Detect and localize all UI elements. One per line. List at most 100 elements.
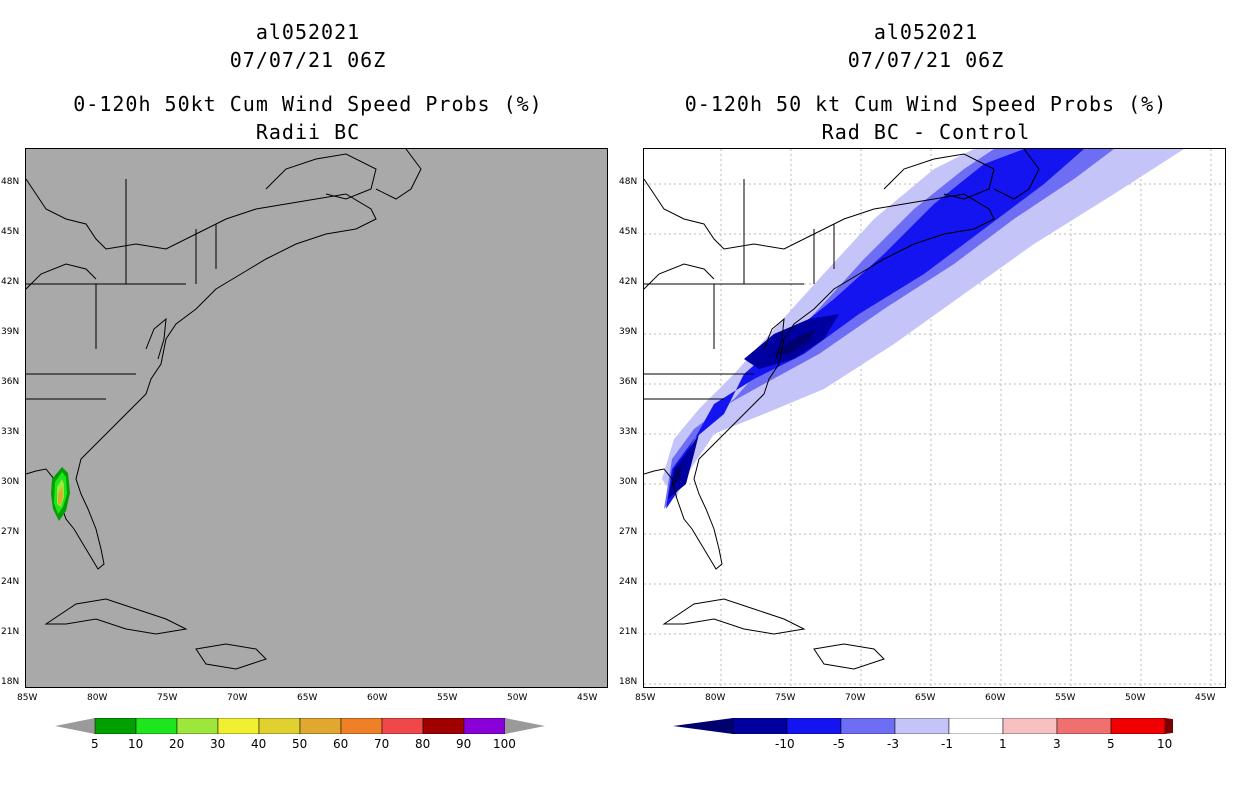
left-lon-label: 85W [17, 693, 38, 703]
right-colorbar-tick-label: -3 [887, 737, 899, 751]
right-lon-label: 55W [1055, 693, 1076, 703]
left-colorbar-tick-label: 50 [292, 737, 308, 751]
right-colorbar-tick-label: -10 [775, 737, 795, 751]
right-colorbar [673, 717, 1221, 735]
left-lon-label: 45W [577, 693, 598, 703]
left-lat-label: 45N [1, 227, 20, 237]
right-lat-label: 48N [619, 177, 638, 187]
right-lat-label: 18N [619, 677, 638, 687]
colorbar-swatch [840, 717, 896, 735]
left-lon-label: 65W [297, 693, 318, 703]
left-colorbar-tick-label: 80 [415, 737, 431, 751]
left-lat-label: 21N [1, 627, 20, 637]
left-lat-label: 42N [1, 277, 20, 287]
coastline-border [265, 153, 377, 200]
left-lat-label: 39N [1, 327, 20, 337]
right-lon-label: 80W [705, 693, 726, 703]
right-lon-label: 65W [915, 693, 936, 703]
left-lat-label: 36N [1, 377, 20, 387]
left-lon-label: 60W [367, 693, 388, 703]
colorbar-swatch [1110, 717, 1166, 735]
right-lat-label: 27N [619, 527, 638, 537]
coastline-border [195, 643, 267, 670]
right-storm-id: al052021 [873, 20, 979, 44]
left-map-drawing [26, 149, 422, 670]
left-probability-map [25, 148, 608, 688]
right-colorbar-tick-label: 5 [1107, 737, 1115, 751]
right-colorbar-tick-label: 1 [999, 737, 1007, 751]
left-colorbar-tick-label: 70 [374, 737, 390, 751]
coastline-border [26, 178, 377, 570]
coastline-border [26, 179, 217, 400]
right-lon-label: 70W [845, 693, 866, 703]
left-storm-id: al052021 [255, 20, 361, 44]
colorbar-swatch [258, 717, 301, 735]
coastline-border [644, 179, 835, 400]
right-lat-label: 24N [619, 577, 638, 587]
left-lon-label: 55W [437, 693, 458, 703]
right-colorbar-tick-label: -5 [833, 737, 845, 751]
left-lon-label: 50W [507, 693, 528, 703]
colorbar-swatch [463, 717, 506, 735]
left-probability-contour [51, 467, 70, 521]
coastline-border [883, 153, 995, 200]
left-colorbar [55, 717, 555, 735]
coastline-border [375, 149, 422, 200]
coastline-border [662, 598, 806, 635]
right-lat-label: 36N [619, 377, 638, 387]
right-lon-label: 75W [775, 693, 796, 703]
left-colorbar-tick-label: 10 [128, 737, 144, 751]
right-lon-label: 50W [1125, 693, 1146, 703]
coastline-border [44, 598, 188, 635]
right-lat-label: 33N [619, 427, 638, 437]
left-subtitle: Radii BC [255, 120, 361, 144]
colorbar-swatch [217, 717, 260, 735]
left-colorbar-tick-label: 90 [456, 737, 472, 751]
right-product-title: 0-120h 50 kt Cum Wind Speed Probs (%) [684, 92, 1168, 116]
left-product-title: 0-120h 50kt Cum Wind Speed Probs (%) [73, 92, 543, 116]
right-difference-contours [662, 149, 1184, 509]
colorbar-swatch [135, 717, 178, 735]
colorbar-end-triangle [1165, 718, 1221, 734]
right-lat-label: 39N [619, 327, 638, 337]
right-lat-label: 42N [619, 277, 638, 287]
colorbar-swatch [894, 717, 950, 735]
colorbar-swatch [340, 717, 383, 735]
right-lat-label: 21N [619, 627, 638, 637]
coastline-border [763, 317, 785, 360]
coastline-border [644, 178, 995, 570]
colorbar-swatch [381, 717, 424, 735]
right-lon-label: 45W [1195, 693, 1216, 703]
colorbar-end-triangle [673, 718, 733, 734]
right-colorbar-swatches [673, 717, 1221, 735]
left-colorbar-tick-label: 30 [210, 737, 226, 751]
right-lon-label: 60W [985, 693, 1006, 703]
colorbar-swatch [786, 717, 842, 735]
left-datetime: 07/07/21 06Z [229, 48, 387, 72]
right-datetime: 07/07/21 06Z [847, 48, 1005, 72]
right-subtitle: Rad BC - Control [821, 120, 1031, 144]
left-lat-label: 27N [1, 527, 20, 537]
left-colorbar-tick-label: 20 [169, 737, 185, 751]
right-lat-label: 45N [619, 227, 638, 237]
right-lat-label: 30N [619, 477, 638, 487]
left-lat-label: 48N [1, 177, 20, 187]
right-colorbar-tick-label: 10 [1157, 737, 1173, 751]
colorbar-swatch [176, 717, 219, 735]
left-lat-label: 33N [1, 427, 20, 437]
colorbar-swatch [94, 717, 137, 735]
left-colorbar-tick-label: 60 [333, 737, 349, 751]
colorbar-end-triangle [55, 718, 95, 734]
colorbar-swatch [299, 717, 342, 735]
left-lat-label: 18N [1, 677, 20, 687]
left-colorbar-tick-label: 100 [493, 737, 516, 751]
coastline-border [993, 149, 1040, 200]
colorbar-end-triangle [505, 718, 545, 734]
colorbar-swatch [948, 717, 1004, 735]
colorbar-swatch [732, 717, 788, 735]
left-lon-label: 70W [227, 693, 248, 703]
colorbar-swatch [1056, 717, 1112, 735]
coastline-border [145, 317, 167, 360]
right-colorbar-tick-label: -1 [941, 737, 953, 751]
colorbar-swatch [1002, 717, 1058, 735]
